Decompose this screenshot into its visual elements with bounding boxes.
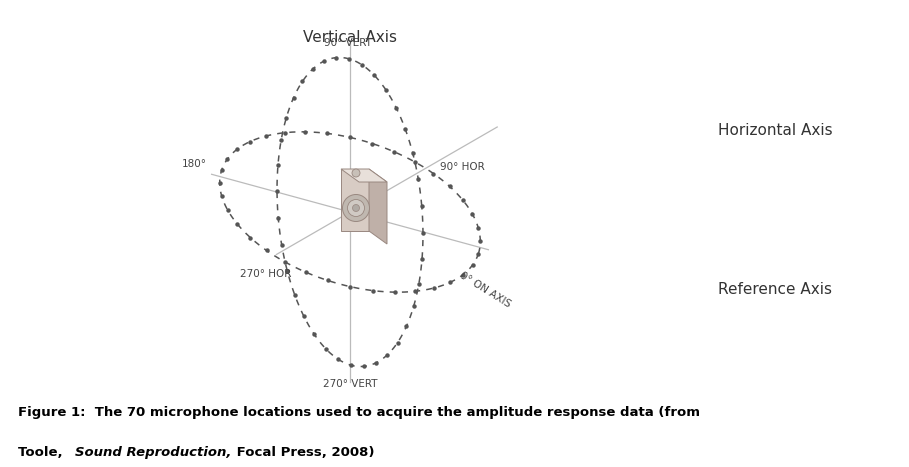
Circle shape (347, 199, 365, 217)
Polygon shape (369, 169, 387, 244)
Text: 90° VERT: 90° VERT (325, 37, 372, 48)
Text: 270° HOR: 270° HOR (240, 269, 292, 279)
Text: Reference Axis: Reference Axis (718, 282, 832, 297)
Circle shape (353, 205, 359, 212)
Polygon shape (341, 169, 369, 231)
Text: Sound Reproduction,: Sound Reproduction, (75, 446, 231, 459)
Circle shape (352, 169, 360, 177)
Text: Toole,: Toole, (18, 446, 67, 459)
Text: 0° ON AXIS: 0° ON AXIS (458, 270, 513, 309)
Text: Horizontal Axis: Horizontal Axis (718, 123, 833, 138)
Text: 270° VERT: 270° VERT (323, 379, 377, 389)
Text: 90° HOR: 90° HOR (440, 162, 484, 172)
Text: 180°: 180° (182, 159, 206, 169)
Text: Figure 1:  The 70 microphone locations used to acquire the amplitude response da: Figure 1: The 70 microphone locations us… (18, 406, 700, 419)
Text: Focal Press, 2008): Focal Press, 2008) (232, 446, 375, 459)
Polygon shape (341, 169, 387, 182)
Text: Vertical Axis: Vertical Axis (303, 30, 397, 45)
Circle shape (343, 194, 369, 221)
